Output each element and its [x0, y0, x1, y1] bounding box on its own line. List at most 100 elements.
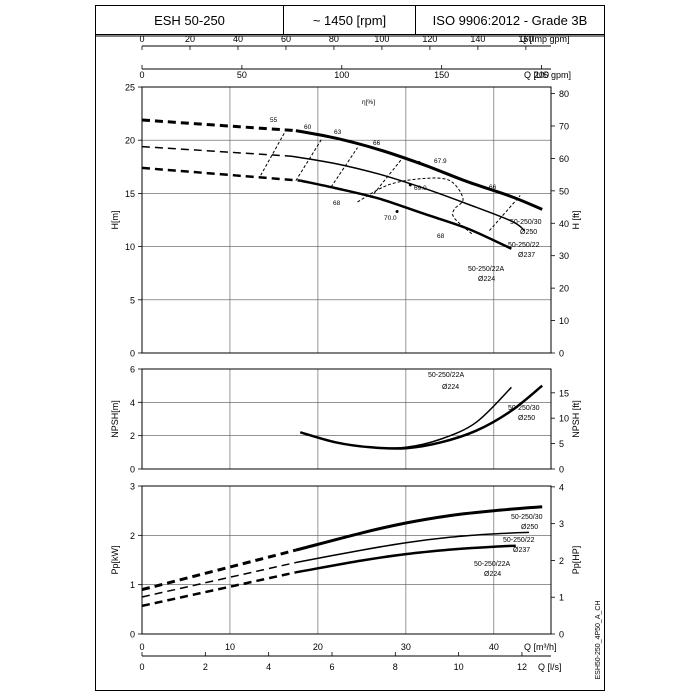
y-right-tick-label: 4: [559, 482, 564, 492]
series-sub-label: Ø250: [520, 229, 537, 236]
y-tick-label: 3: [130, 482, 135, 492]
efficiency-label: 68: [437, 233, 445, 240]
plot-frame: [141, 86, 552, 354]
head-curve: [291, 155, 526, 232]
point-label: 70.0: [384, 215, 397, 222]
efficiency-curve: [357, 177, 473, 235]
efficiency-label: 66: [489, 184, 497, 191]
series-label: 50-250/22: [503, 537, 535, 544]
y-right-tick-label: 5: [559, 439, 564, 449]
efficiency-label: 55: [270, 117, 278, 124]
imp-tick-label: 0: [139, 34, 144, 44]
imp-tick-label: 100: [374, 34, 389, 44]
imp-tick-label: 140: [470, 34, 485, 44]
power-curve: [295, 544, 516, 574]
plot-frame: [141, 368, 552, 470]
bep-marker: [408, 183, 412, 187]
head-curve: [300, 179, 512, 250]
y-right-axis-label: NPSH [ft]: [571, 400, 581, 438]
point-label: 69.0: [414, 185, 427, 192]
y-tick-label: 25: [125, 83, 135, 93]
imp-tick-label: 40: [233, 34, 243, 44]
series-sub-label: Ø224: [442, 384, 459, 391]
y-tick-label: 2: [130, 431, 135, 441]
y-right-tick-label: 70: [559, 121, 569, 131]
y-tick-label: 0: [130, 630, 135, 640]
efficiency-curve: [489, 195, 521, 231]
power-curve-dashed: [141, 571, 297, 608]
us-tick-label: 150: [434, 70, 449, 80]
y-right-tick-label: 10: [559, 414, 569, 424]
x-tick-label: 0: [139, 642, 144, 652]
series-label: 50-250/30: [508, 405, 540, 412]
power-curve: [295, 505, 543, 552]
standard-cell: ISO 9906:2012 - Grade 3B: [432, 12, 588, 28]
series-label: 50-250/22A: [468, 266, 505, 273]
eta-label: η[%]: [362, 99, 375, 106]
efficiency-curve: [370, 159, 402, 199]
y-right-tick-label: 60: [559, 154, 569, 164]
side-code: ESH50-250_4P50_A_CH: [595, 601, 602, 680]
imp-tick-label: 60: [281, 34, 291, 44]
series-label: 50-250/22A: [428, 372, 465, 379]
series-label: 50-250/22A: [474, 561, 511, 568]
y-tick-label: 0: [130, 465, 135, 475]
header-bar: ESH 50-250 ~ 1450 [rpm] ISO 9906:2012 - …: [96, 6, 604, 35]
model-cell: ESH 50-250: [96, 6, 284, 34]
y-right-tick-label: 0: [559, 465, 564, 475]
series-sub-label: Ø250: [518, 415, 535, 422]
us-tick-label: 0: [139, 70, 144, 80]
power-curve-dashed: [141, 561, 297, 598]
efficiency-curve: [330, 147, 358, 188]
series-label: 50-250/30: [510, 219, 542, 226]
y-right-tick-label: 0: [559, 630, 564, 640]
x-tick-label: 30: [401, 642, 411, 652]
imp-tick-label: 80: [329, 34, 339, 44]
y-axis-label: NPSH[m]: [110, 400, 120, 438]
power-curve: [295, 531, 530, 564]
y-tick-label: 4: [130, 398, 135, 408]
y-right-tick-label: 80: [559, 89, 569, 99]
y-tick-label: 5: [130, 295, 135, 305]
ls-tick-label: 12: [517, 662, 527, 672]
series-sub-label: Ø224: [484, 571, 501, 578]
y-tick-label: 10: [125, 242, 135, 252]
efficiency-label: 63: [334, 129, 342, 136]
point-label: 68: [333, 200, 341, 207]
imp-axis-label: Q [Imp gpm]: [520, 34, 570, 44]
y-right-tick-label: 2: [559, 556, 564, 566]
head-curve-dashed: [141, 166, 301, 182]
ls-axis-label: Q [l/s]: [538, 662, 562, 672]
x-tick-label: 20: [313, 642, 323, 652]
x-tick-label: 40: [489, 642, 499, 652]
ls-tick-label: 0: [139, 662, 144, 672]
x-tick-label: 10: [225, 642, 235, 652]
y-tick-label: 15: [125, 189, 135, 199]
y-right-tick-label: 3: [559, 519, 564, 529]
series-sub-label: Ø250: [521, 524, 538, 531]
head-curve: [295, 129, 543, 211]
series-sub-label: Ø237: [513, 547, 530, 554]
imp-tick-label: 160: [518, 34, 533, 44]
y-axis-label: Pp[kW]: [110, 545, 120, 574]
series-sub-label: Ø224: [478, 276, 495, 283]
head-curve-dashed: [141, 145, 292, 157]
y-right-tick-label: 40: [559, 219, 569, 229]
y-right-tick-label: 10: [559, 316, 569, 326]
pump-curve-sheet: ESH 50-250 ~ 1450 [rpm] ISO 9906:2012 - …: [95, 5, 605, 691]
y-tick-label: 6: [130, 365, 135, 375]
ls-tick-label: 8: [393, 662, 398, 672]
plot-frame: [141, 485, 552, 635]
y-tick-label: 20: [125, 136, 135, 146]
npsh-curve: [299, 384, 543, 450]
ls-tick-label: 2: [203, 662, 208, 672]
y-right-tick-label: 30: [559, 251, 569, 261]
efficiency-label: 66: [373, 140, 381, 147]
y-right-tick-label: 15: [559, 388, 569, 398]
series-label: 50-250/22: [508, 242, 540, 249]
y-right-tick-label: 1: [559, 593, 564, 603]
y-right-tick-label: 20: [559, 284, 569, 294]
point-label: 67.9: [434, 158, 447, 165]
y-right-axis-label: H [ft]: [571, 210, 581, 229]
